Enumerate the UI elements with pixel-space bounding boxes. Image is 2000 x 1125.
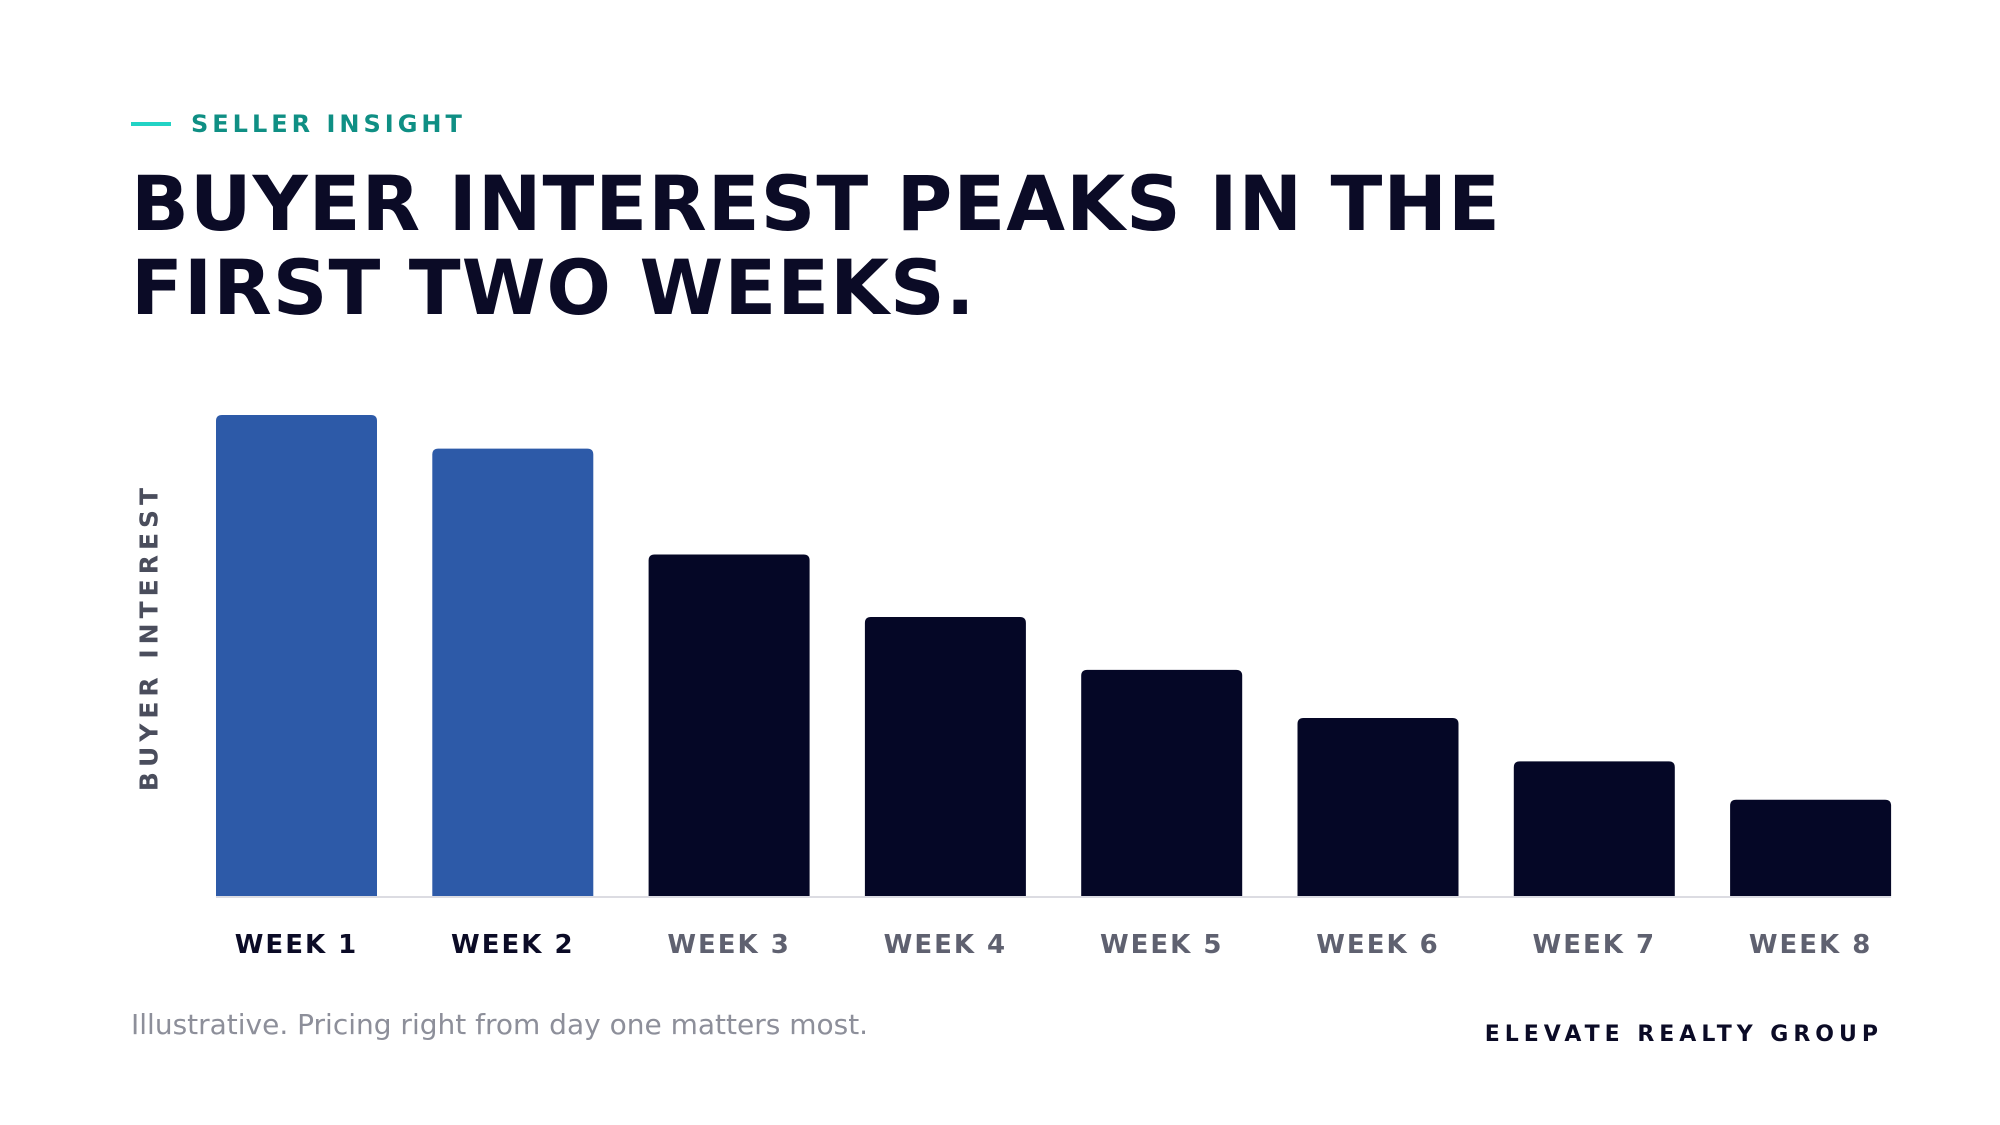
eyebrow-accent-line: [131, 122, 171, 126]
bar-week-6: [1297, 718, 1459, 896]
bar-week-3: [648, 554, 810, 896]
footnote: Illustrative. Pricing right from day one…: [131, 1008, 869, 1041]
bar-week-7: [1513, 761, 1675, 896]
x-tick-label-week-1: WEEK 1: [235, 930, 359, 960]
bar-week-4: [864, 617, 1026, 896]
x-tick-label-week-7: WEEK 7: [1533, 930, 1657, 960]
brand-name: ELEVATE REALTY GROUP: [1484, 1022, 1883, 1047]
x-tick-label-week-5: WEEK 5: [1100, 930, 1224, 960]
bar-week-1: [216, 415, 377, 896]
x-tick-label-week-2: WEEK 2: [451, 930, 575, 960]
page-title: BUYER INTEREST PEAKS IN THE FIRST TWO WE…: [131, 162, 1631, 330]
title-line-2: FIRST TWO WEEKS.: [131, 243, 976, 332]
x-tick-label-week-8: WEEK 8: [1749, 930, 1873, 960]
eyebrow-label: SELLER INSIGHT: [191, 110, 466, 138]
bar-week-2: [432, 448, 594, 896]
x-tick-label-week-6: WEEK 6: [1316, 930, 1440, 960]
bar-week-5: [1081, 669, 1243, 896]
x-tick-label-week-4: WEEK 4: [884, 930, 1008, 960]
x-tick-label-week-3: WEEK 3: [667, 930, 791, 960]
eyebrow: SELLER INSIGHT: [131, 110, 466, 138]
bar-week-8: [1730, 799, 1892, 896]
title-line-1: BUYER INTEREST PEAKS IN THE: [131, 159, 1501, 248]
